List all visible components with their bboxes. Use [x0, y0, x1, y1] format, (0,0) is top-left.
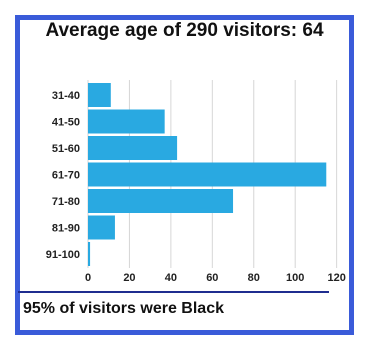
category-label: 51-60 — [52, 143, 80, 155]
x-tick-label: 120 — [327, 272, 345, 284]
bar-51-60 — [88, 136, 178, 160]
category-label: 61-70 — [52, 170, 80, 182]
x-tick-label: 0 — [85, 272, 91, 284]
chart-title: Average age of 290 visitors: 64 — [45, 20, 324, 41]
bar-61-70 — [88, 162, 327, 187]
category-label: 81-90 — [52, 223, 80, 235]
bars — [88, 83, 327, 266]
divider-line — [18, 291, 329, 293]
bar-31-40 — [88, 83, 111, 107]
category-label: 71-80 — [52, 196, 80, 208]
bar-81-90 — [88, 215, 115, 240]
x-tick-label: 80 — [248, 272, 260, 284]
x-tick-label: 100 — [286, 272, 304, 284]
x-tick-labels: 0 20 40 60 80 100 120 — [85, 272, 346, 284]
category-label: 41-50 — [52, 117, 80, 129]
x-tick-label: 20 — [123, 272, 135, 284]
bar-91-100 — [88, 242, 91, 266]
footer-note: 95% of visitors were Black — [23, 300, 224, 317]
category-labels: 31-40 41-50 51-60 61-70 71-80 81-90 91-100 — [46, 90, 80, 261]
category-label: 31-40 — [52, 90, 80, 102]
bar-71-80 — [88, 189, 234, 213]
bar-41-50 — [88, 109, 165, 134]
x-tick-label: 40 — [165, 272, 177, 284]
category-label: 91-100 — [46, 249, 80, 261]
x-tick-label: 60 — [206, 272, 218, 284]
